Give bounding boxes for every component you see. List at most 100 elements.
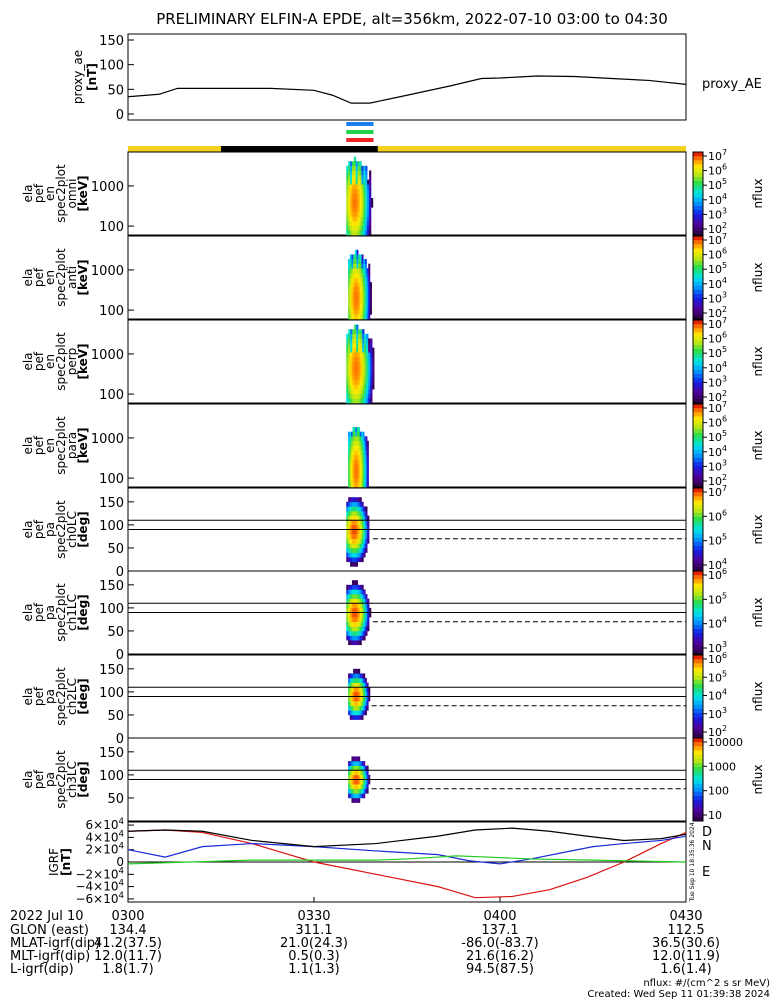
ch1LC-colorbar-step xyxy=(693,579,703,584)
ch0LC-cell xyxy=(348,520,351,526)
ch0LC-cell xyxy=(351,515,355,521)
para-cell xyxy=(365,454,368,460)
omni-cell xyxy=(346,216,349,222)
para-cell xyxy=(353,440,356,446)
perp-cell xyxy=(348,366,351,372)
para-cell xyxy=(353,463,356,469)
perp-zlabel: nflux xyxy=(751,347,765,377)
ch3LC-colorbar-step xyxy=(693,800,703,805)
perp-cell xyxy=(352,329,355,335)
omni-cell xyxy=(359,211,362,217)
perp-colorbar-step xyxy=(693,394,703,400)
perp-cell xyxy=(362,389,365,395)
ch2LC-cell xyxy=(363,701,366,707)
ch0LC-cell xyxy=(348,524,351,530)
ch1LC-colorbar-step xyxy=(693,624,703,630)
ch1LC-cell xyxy=(355,635,358,641)
ch0LC-ylabel-line: pa xyxy=(43,522,57,537)
para-cell xyxy=(359,463,362,469)
perp-cell xyxy=(348,347,351,353)
para-colorbar-step xyxy=(693,404,703,409)
ch1LC-colorbar-step xyxy=(693,641,703,647)
ch1LC-cell xyxy=(359,589,362,595)
ch1LC-cell xyxy=(348,617,351,623)
omni-cell xyxy=(355,193,358,199)
anti-cell xyxy=(348,272,351,278)
para-colorbar-step xyxy=(693,466,703,471)
anti-cell xyxy=(363,282,366,288)
perp-cell xyxy=(366,393,369,399)
omni-cell xyxy=(361,165,364,171)
ch1LC-cell xyxy=(357,621,360,627)
ch3LC-ylabel-line: [deg] xyxy=(76,761,90,797)
omni-cell xyxy=(357,175,360,180)
anti-cell xyxy=(356,295,359,301)
omni-cell xyxy=(359,188,362,194)
anti-cell xyxy=(366,282,369,288)
ch3LC-cell xyxy=(361,761,364,766)
ch2LC-cell xyxy=(361,691,364,697)
ephemeris-value: 41.2(37.5) xyxy=(94,936,162,951)
para-cell xyxy=(361,454,364,460)
ch3LC-cell xyxy=(356,761,359,766)
anti-cell xyxy=(358,259,361,264)
perp-cell xyxy=(346,352,349,358)
para-colorbar-step xyxy=(693,478,703,484)
ch2LC-cell xyxy=(354,714,357,720)
omni-cell xyxy=(350,202,353,208)
anti-cell xyxy=(369,282,372,288)
perp-cell xyxy=(358,398,361,404)
perp-cell xyxy=(372,366,375,372)
ch1LC-cell xyxy=(350,603,353,609)
perp-cell xyxy=(370,352,373,358)
ch3LC-cell xyxy=(349,788,352,794)
ch2LC-cell xyxy=(348,691,351,697)
perp-colorbar-step xyxy=(693,336,703,342)
ch2LC-cell xyxy=(354,705,357,711)
para-colorbar-step xyxy=(693,433,703,438)
ch0LC-cell xyxy=(355,501,358,507)
ch3LC-cell xyxy=(359,779,362,785)
para-cell xyxy=(362,450,365,456)
ch2LC-cell xyxy=(351,705,354,711)
ch1LC-colorbar-step xyxy=(693,608,703,613)
omni-cell xyxy=(351,179,355,185)
omni-cell xyxy=(361,184,364,190)
ch1LC-cell xyxy=(350,635,353,641)
perp-cell xyxy=(354,361,357,367)
perp-cell xyxy=(362,333,365,339)
perp-cell xyxy=(372,347,375,353)
perp-cell xyxy=(346,393,349,399)
ch0LC-cell xyxy=(363,534,366,540)
anti-cell xyxy=(348,291,351,297)
ch2LC-cell xyxy=(351,696,354,702)
ch3LC-colorbar-step xyxy=(693,750,703,755)
perp-cell xyxy=(346,347,349,353)
anti-cell xyxy=(349,254,352,260)
omni-cell xyxy=(369,179,372,185)
ch2LC-cell xyxy=(349,691,352,697)
perp-cell xyxy=(348,356,351,362)
ch1LC-cell xyxy=(355,594,358,599)
perp-cell xyxy=(356,375,359,381)
omni-ylabel-line: [keV] xyxy=(76,175,90,211)
perp-cell xyxy=(364,370,367,376)
ch0LC-cell xyxy=(365,547,368,553)
anti-colorbar-step xyxy=(693,289,703,295)
perp-ylabel-line: ela xyxy=(21,352,35,370)
ch3LC-cell xyxy=(358,784,361,790)
omni-cell xyxy=(348,179,351,185)
para-ztick-label: 107 xyxy=(708,400,727,415)
ch3LC-ylabel-line: spec2plot xyxy=(54,750,68,809)
omni-cell xyxy=(353,188,357,194)
perp-cell xyxy=(370,389,373,395)
perp-cell xyxy=(356,343,359,348)
ch1LC-cell xyxy=(350,617,353,623)
ch0LC-cell xyxy=(351,506,355,512)
ch2LC-cell xyxy=(363,682,366,688)
ch3LC-ylabel-line: pa xyxy=(43,772,57,787)
ch2LC-cell xyxy=(351,701,354,707)
para-cell xyxy=(358,440,361,446)
perp-cell xyxy=(348,393,351,399)
